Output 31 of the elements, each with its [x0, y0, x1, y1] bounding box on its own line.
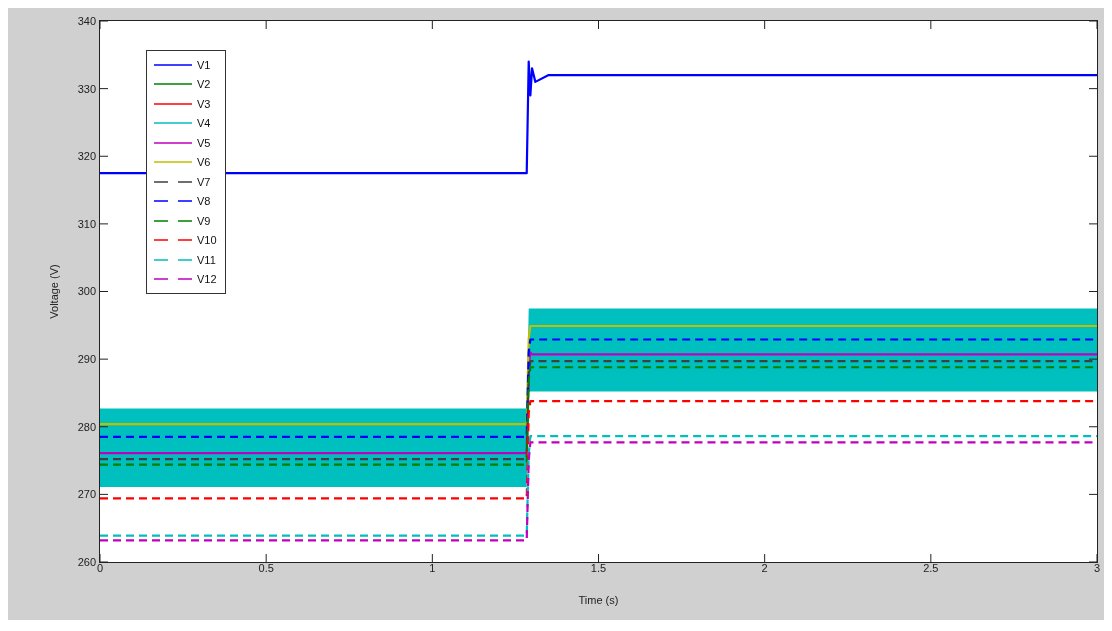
legend-label: V9: [197, 214, 211, 227]
x-tick-label: 1.5: [590, 561, 607, 574]
x-tick-label: 3: [1093, 561, 1101, 574]
x-tick-label: 0: [96, 561, 104, 574]
y-tick-label: 340: [77, 14, 96, 27]
legend-label: V4: [197, 117, 211, 130]
y-tick-label: 320: [77, 150, 96, 163]
y-axis-title: Voltage (V): [47, 264, 60, 319]
y-tick-label: 260: [77, 555, 96, 568]
legend-label: V8: [197, 195, 211, 208]
x-tick-label: 2: [761, 561, 768, 574]
y-tick-label: 300: [77, 285, 96, 298]
legend-label: V10: [197, 234, 217, 247]
legend-label: V1: [197, 58, 211, 71]
legend-label: V5: [197, 136, 211, 149]
legend-label: V2: [197, 78, 211, 91]
y-tick-label: 290: [77, 353, 96, 366]
y-tick-label: 280: [77, 420, 96, 433]
legend-label: V3: [197, 97, 211, 110]
y-tick-label: 310: [77, 217, 96, 230]
legend-label: V11: [197, 253, 216, 266]
x-tick-label: 0.5: [258, 561, 274, 574]
x-tick-label: 1: [429, 561, 436, 574]
line-series: [100, 60, 1097, 175]
legend-label: V12: [197, 273, 217, 286]
y-tick-label: 270: [77, 488, 96, 501]
legend-label: V6: [197, 156, 211, 169]
legend-label: V7: [197, 175, 211, 188]
x-tick-label: 2.5: [923, 561, 939, 574]
x-axis-title: Time (s): [578, 594, 619, 606]
y-tick-label: 330: [77, 82, 96, 95]
